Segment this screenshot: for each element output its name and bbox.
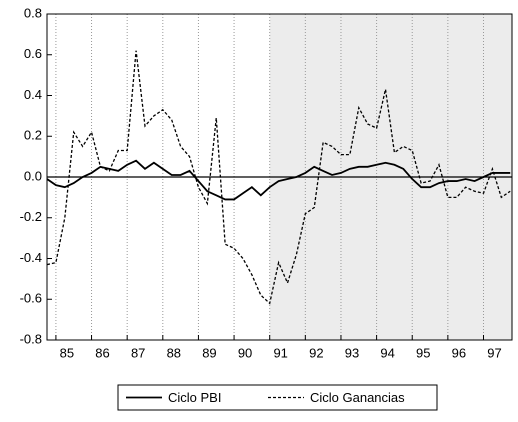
x-tick-label: 91	[273, 345, 287, 360]
x-tick-label: 95	[416, 345, 430, 360]
x-tick-label: 88	[167, 345, 181, 360]
y-tick-label: 0.0	[24, 168, 42, 183]
y-tick-label: -0.2	[20, 209, 42, 224]
y-tick-label: -0.8	[20, 331, 42, 346]
y-tick-label: 0.6	[24, 46, 42, 61]
y-tick-label: 0.8	[24, 5, 42, 20]
x-tick-label: 93	[345, 345, 359, 360]
x-tick-label: 96	[452, 345, 466, 360]
x-tick-label: 90	[238, 345, 252, 360]
x-tick-label: 94	[380, 345, 394, 360]
x-tick-label: 89	[202, 345, 216, 360]
y-tick-label: 0.2	[24, 128, 42, 143]
y-tick-label: 0.4	[24, 87, 42, 102]
series-line	[46, 50, 511, 305]
y-tick-label: -0.4	[20, 250, 42, 265]
plot-frame	[46, 13, 513, 341]
x-tick-label: 97	[487, 345, 501, 360]
x-tick-label: 87	[131, 345, 145, 360]
x-tick-label: 86	[95, 345, 109, 360]
x-tick-label: 85	[60, 345, 74, 360]
legend-label: Ciclo PBI	[168, 390, 221, 405]
legend-box	[117, 384, 438, 411]
x-tick-label: 92	[309, 345, 323, 360]
legend-label: Ciclo Ganancias	[310, 390, 405, 405]
series-line	[46, 159, 511, 201]
y-tick-label: -0.6	[20, 291, 42, 306]
